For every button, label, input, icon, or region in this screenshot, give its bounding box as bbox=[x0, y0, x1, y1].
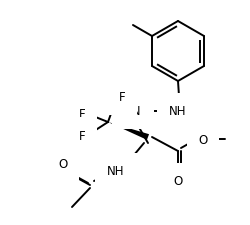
Text: O: O bbox=[173, 175, 182, 188]
Text: F: F bbox=[78, 129, 85, 142]
Text: F: F bbox=[78, 108, 85, 121]
Polygon shape bbox=[108, 122, 148, 140]
Text: O: O bbox=[198, 133, 207, 146]
Text: O: O bbox=[58, 158, 67, 171]
Text: NH: NH bbox=[107, 165, 124, 178]
Text: F: F bbox=[118, 91, 125, 104]
Text: HN: HN bbox=[124, 105, 141, 118]
Text: NH: NH bbox=[168, 105, 186, 118]
